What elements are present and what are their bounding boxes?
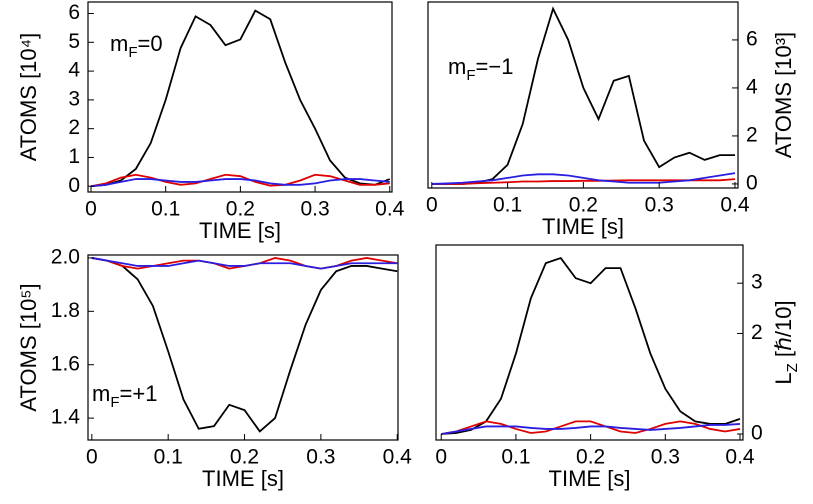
- panel-annotation: mF=+1: [92, 381, 157, 412]
- label-part: Z: [784, 363, 801, 372]
- x-axis-label: TIME [s]: [202, 466, 284, 491]
- x-tick-label: 0.3: [306, 446, 335, 469]
- label-part: m: [92, 381, 110, 406]
- label-part: F: [466, 67, 475, 84]
- y-tick-label: 2: [746, 123, 758, 146]
- y-tick-label: 5: [68, 30, 80, 53]
- axes-frame: [87, 1, 393, 193]
- x-tick-label: 0.2: [576, 446, 605, 469]
- x-tick-label: 0.3: [645, 194, 674, 217]
- x-axis-label: TIME [s]: [199, 218, 281, 243]
- x-tick-label: 0.2: [226, 198, 255, 221]
- label-part: =−1: [476, 54, 514, 79]
- x-tick-label: 0.3: [651, 446, 680, 469]
- data-line: [90, 178, 390, 188]
- axes-frame: [87, 254, 399, 441]
- label-part: L: [771, 372, 796, 384]
- y-tick-label: 2: [68, 116, 80, 139]
- x-tick-label: 0: [426, 194, 438, 217]
- y-tick-label: 1.4: [51, 406, 81, 429]
- data-line: [431, 172, 736, 185]
- x-tick-label: 0.2: [230, 446, 259, 469]
- x-tick-label: 0.4: [383, 446, 413, 469]
- label-part: [ℏ/10]: [771, 300, 796, 363]
- label-part: F: [128, 44, 137, 61]
- label-part: m: [110, 31, 128, 56]
- x-tick-label: 0.4: [720, 194, 750, 217]
- x-axis-label: TIME [s]: [549, 466, 631, 491]
- data-line: [91, 257, 398, 270]
- panel-annotation: mF=−1: [448, 54, 513, 85]
- label-part: m: [448, 54, 466, 79]
- y-tick-label: 0: [751, 422, 763, 445]
- y-tick-label: 0: [68, 174, 80, 197]
- x-tick-label: 0: [86, 446, 98, 469]
- y-tick-label: 1.8: [51, 299, 80, 322]
- y-axis-label: ATOMS [10⁵]: [16, 283, 41, 411]
- x-tick-label: 0.4: [375, 198, 405, 221]
- data-line: [441, 257, 741, 435]
- y-tick-label: 4: [746, 75, 758, 98]
- y-tick-label: 0: [746, 171, 758, 194]
- x-tick-label: 0.4: [725, 446, 755, 469]
- x-tick-label: 0.1: [493, 194, 522, 217]
- y-tick-label: 3: [751, 271, 763, 294]
- data-line: [431, 6, 735, 185]
- axes-frame: [435, 244, 744, 441]
- axes-frame: [427, 1, 739, 189]
- data-line: [441, 423, 741, 435]
- x-axis-label: TIME [s]: [542, 214, 624, 239]
- x-tick-label: 0: [85, 198, 97, 221]
- y-tick-label: 2.0: [51, 245, 80, 268]
- y-tick-label: 3: [68, 87, 80, 110]
- x-tick-label: 0.2: [569, 194, 598, 217]
- label-part: =0: [138, 31, 163, 56]
- y-tick-label: 1.6: [51, 352, 80, 375]
- data-line: [441, 420, 741, 435]
- data-line: [91, 257, 398, 433]
- panel-annotation: mF=0: [110, 31, 163, 62]
- x-tick-label: 0.1: [501, 446, 530, 469]
- y-tick-label: 1: [68, 145, 80, 168]
- label-part: =+1: [120, 381, 158, 406]
- y-axis-label: LZ [ℏ/10]: [771, 300, 802, 384]
- label-part: F: [110, 394, 119, 411]
- x-tick-label: 0.1: [154, 446, 183, 469]
- y-axis-label: ATOMS [10³]: [771, 32, 796, 158]
- x-tick-label: 0.3: [300, 198, 329, 221]
- y-axis-label: ATOMS [10⁴]: [16, 33, 41, 161]
- y-tick-label: 6: [746, 27, 758, 50]
- data-line: [90, 9, 391, 188]
- y-tick-label: 2: [751, 321, 763, 344]
- x-tick-label: 0.1: [151, 198, 180, 221]
- y-tick-label: 6: [68, 1, 80, 24]
- x-tick-label: 0: [435, 446, 447, 469]
- y-tick-label: 4: [68, 59, 80, 82]
